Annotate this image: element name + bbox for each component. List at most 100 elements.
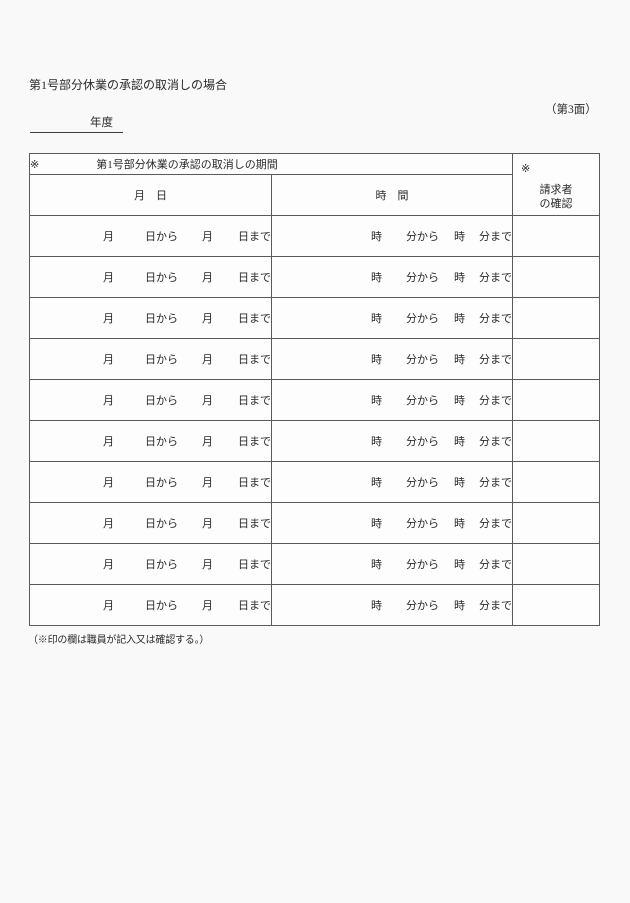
minute-to-label: 分まで (479, 600, 512, 612)
fiscal-year-blank-field: 年度 (30, 115, 123, 133)
month-label: 月 (202, 231, 213, 243)
day-to-label: 日まで (238, 395, 271, 407)
hour-label: 時 (454, 559, 465, 571)
date-range-blank-cell: 月 日から 月 日まで (29, 256, 272, 298)
claimant-confirmation-blank-cell (512, 461, 600, 503)
day-from-label: 日から (145, 395, 178, 407)
date-range-blank-cell: 月 日から 月 日まで (29, 584, 272, 626)
claimant-confirmation-header-cell: ※ 請求者 の確認 (512, 153, 600, 216)
time-range-blank-cell: 時 分から 時 分まで (271, 379, 513, 421)
day-from-label: 日から (145, 354, 178, 366)
claimant-confirmation-blank-cell (512, 502, 600, 544)
day-to-label: 日まで (238, 477, 271, 489)
minute-to-label: 分まで (479, 313, 512, 325)
staff-entry-asterisk: ※ (30, 159, 40, 171)
time-range-blank-cell: 時 分から 時 分まで (271, 502, 513, 544)
period-header-cell: ※ 第1号部分休業の承認の取消しの期間 (29, 153, 513, 175)
hour-label: 時 (454, 272, 465, 284)
time-range-blank-cell: 時 分から 時 分まで (271, 338, 513, 380)
hour-label: 時 (371, 559, 382, 571)
table-row: 月 日から 月 日まで 時 分から 時 分まで (29, 297, 600, 339)
claimant-confirmation-blank-cell (512, 543, 600, 585)
day-to-label: 日まで (238, 600, 271, 612)
table-header-row-2: 月 日 時 間 (29, 174, 600, 216)
day-from-label: 日から (145, 272, 178, 284)
minute-from-label: 分から (406, 395, 439, 407)
minute-from-label: 分から (406, 600, 439, 612)
day-from-label: 日から (145, 559, 178, 571)
cancellation-period-table: ※ 第1号部分休業の承認の取消しの期間 ※ 請求者 の確認 月 日 時 間 月日から… (29, 153, 600, 626)
footnote: （※印の欄は職員が記入又は確認する。） (28, 635, 210, 646)
time-range-blank-cell: 時 分から 時 分まで (271, 215, 513, 257)
staff-entry-asterisk: ※ (521, 163, 531, 175)
hour-label: 時 (371, 231, 382, 243)
minute-from-label: 分から (406, 559, 439, 571)
claimant-confirmation-blank-cell (512, 297, 600, 339)
day-from-label: 日から (145, 518, 178, 530)
month-label: 月 (202, 477, 213, 489)
date-range-blank-cell: 月 日から 月 日まで (29, 543, 272, 585)
time-range-blank-cell: 時 分から 時 分まで (271, 297, 513, 339)
minute-from-label: 分から (406, 354, 439, 366)
time-range-blank-cell: 時 分から 時 分まで (271, 256, 513, 298)
date-range-blank-cell: 月 日から 月 日まで (29, 215, 272, 257)
day-to-label: 日まで (238, 354, 271, 366)
minute-to-label: 分まで (479, 436, 512, 448)
table-header-row-1: ※ 第1号部分休業の承認の取消しの期間 ※ 請求者 の確認 (29, 153, 600, 216)
month-label: 月 (103, 272, 114, 284)
month-label: 月 (103, 313, 114, 325)
date-range-blank-cell: 月 日から 月 日まで (29, 461, 272, 503)
day-from-label: 日から (145, 231, 178, 243)
month-label: 月 (103, 518, 114, 530)
month-label: 月 (103, 436, 114, 448)
month-label: 月 (202, 518, 213, 530)
minute-to-label: 分まで (479, 231, 512, 243)
table-row: 月 日から 月 日まで 時 分から 時 分まで (29, 584, 600, 626)
claimant-confirmation-label: 請求者 の確認 (514, 183, 599, 211)
day-from-label: 日から (145, 436, 178, 448)
minute-to-label: 分まで (479, 477, 512, 489)
fiscal-year-label: 年度 (90, 117, 113, 129)
month-label: 月 (103, 231, 114, 243)
claimant-label-line2: の確認 (539, 198, 573, 210)
date-range-blank-cell: 月 日から 月 日まで (29, 420, 272, 462)
table-row: 月 日から 月 日まで 時 分から 時 分まで (29, 338, 600, 380)
table-row: 月 日から 月 日まで 時 分から 時 分まで (29, 215, 600, 257)
day-to-label: 日まで (238, 272, 271, 284)
hour-label: 時 (454, 395, 465, 407)
minute-to-label: 分まで (479, 518, 512, 530)
claimant-confirmation-blank-cell (512, 584, 600, 626)
table-row: 月 日から 月 日まで 時 分から 時 分まで (29, 543, 600, 585)
time-range-blank-cell: 時 分から 時 分まで (271, 584, 513, 626)
page-number-marker: （第3面） (545, 104, 597, 116)
date-column-header: 月 日 (29, 174, 272, 216)
time-range-blank-cell: 時 分から 時 分まで (271, 420, 513, 462)
month-label: 月 (202, 313, 213, 325)
minute-to-label: 分まで (479, 395, 512, 407)
hour-label: 時 (371, 477, 382, 489)
table-row: 月 日から 月 日まで 時 分から 時 分まで (29, 379, 600, 421)
table-row: 月 日から 月 日まで 時 分から 時 分まで (29, 461, 600, 503)
claimant-confirmation-blank-cell (512, 338, 600, 380)
minute-from-label: 分から (406, 313, 439, 325)
month-label: 月 (103, 600, 114, 612)
claimant-confirmation-blank-cell (512, 420, 600, 462)
hour-label: 時 (454, 518, 465, 530)
month-label: 月 (103, 559, 114, 571)
minute-to-label: 分まで (479, 354, 512, 366)
table-row: 月 日から 月 日まで 時 分から 時 分まで (29, 256, 600, 298)
claimant-confirmation-blank-cell (512, 256, 600, 298)
day-to-label: 日まで (238, 518, 271, 530)
month-label: 月 (103, 477, 114, 489)
hour-label: 時 (454, 231, 465, 243)
minute-from-label: 分から (406, 272, 439, 284)
table-row: 月 日から 月 日まで 時 分から 時 分まで (29, 420, 600, 462)
hour-label: 時 (454, 354, 465, 366)
day-to-label: 日まで (238, 559, 271, 571)
minute-from-label: 分から (406, 477, 439, 489)
month-label: 月 (202, 395, 213, 407)
minute-from-label: 分から (406, 436, 439, 448)
month-label: 月 (103, 395, 114, 407)
day-to-label: 日まで (238, 313, 271, 325)
